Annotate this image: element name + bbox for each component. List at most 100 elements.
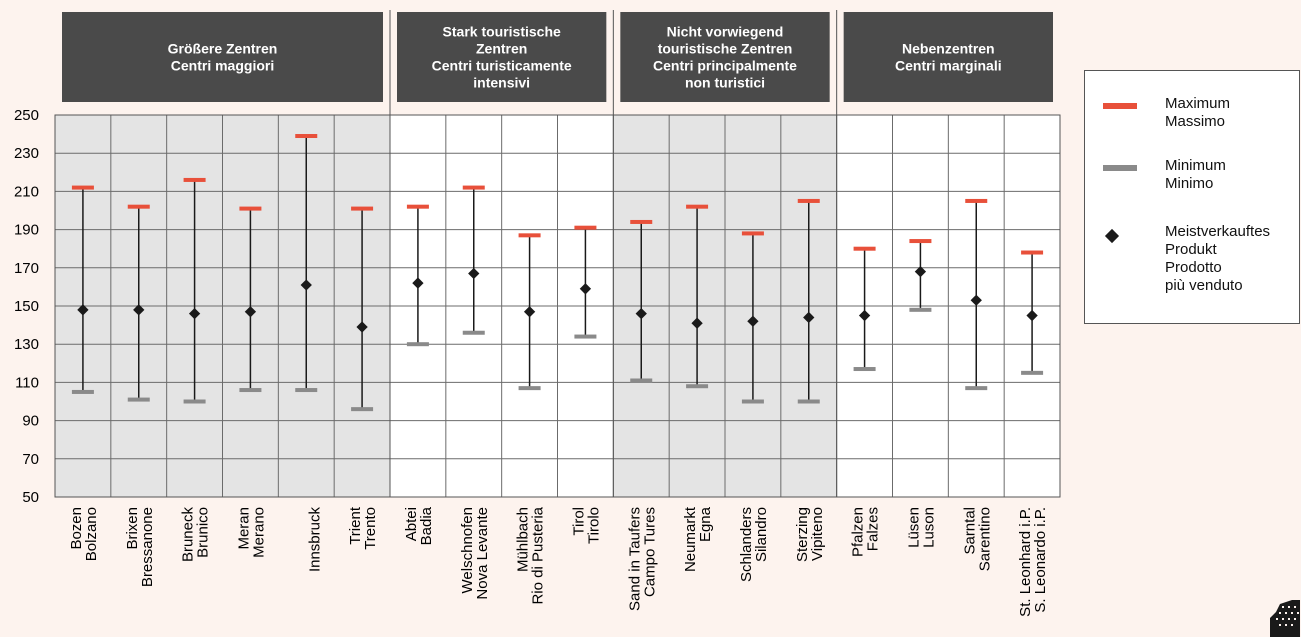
category-label: Trient [347, 506, 364, 545]
y-tick-label: 250 [14, 107, 39, 124]
category-label: Campo Tures [641, 507, 658, 597]
y-tick-label: 70 [22, 451, 39, 468]
category-label: Luson [920, 507, 937, 548]
y-tick-label: 190 [14, 222, 39, 239]
group-header-label: touristische Zentren [658, 41, 793, 57]
min-marker [1021, 370, 1044, 375]
category-label: St. Leonhard i.P. [1017, 507, 1034, 617]
min-marker-swatch [1103, 165, 1137, 171]
min-marker [351, 407, 374, 412]
group-header [843, 12, 1053, 102]
min-marker [462, 330, 485, 335]
category-label: Sarntal [961, 507, 978, 555]
max-marker [909, 239, 932, 244]
max-marker [183, 177, 206, 182]
diamond-icon [1104, 228, 1120, 244]
mode-marker [188, 307, 201, 320]
group-header-label: Nebenzentren [902, 41, 995, 57]
legend-mode-label-4: più venduto [1165, 277, 1243, 294]
mode-marker [356, 321, 368, 333]
y-tick-label: 170 [14, 260, 39, 277]
min-marker [909, 307, 932, 312]
min-marker [295, 388, 318, 393]
category-label: Tirolo [585, 507, 602, 544]
y-tick-label: 130 [14, 336, 39, 353]
category-label: Mühlbach [515, 507, 532, 572]
mode-marker [244, 306, 257, 318]
mode-marker [858, 309, 871, 322]
category-label: Meran [235, 507, 252, 550]
category-label: Egna [697, 506, 714, 542]
max-marker [853, 246, 876, 251]
legend-max-label-de: Maximum [1165, 95, 1231, 112]
logo-icon [1270, 600, 1300, 637]
category-label: Tirol [570, 507, 587, 536]
legend-mode-label-1: Meistverkauftes [1165, 223, 1271, 240]
mode-marker [691, 317, 703, 329]
group-header-label: Centri turisticamente [432, 58, 572, 74]
min-marker [741, 399, 764, 404]
group-header-label: Nicht vorwiegend [667, 24, 784, 40]
category-label: Vipiteno [809, 507, 826, 561]
category-label: Schlanders [738, 507, 755, 582]
group-header [397, 12, 607, 102]
mode-marker [579, 283, 592, 295]
min-marker [183, 399, 206, 404]
max-marker [686, 204, 709, 209]
max-marker [406, 204, 429, 209]
category-label: Bruneck [180, 507, 197, 563]
min-marker [406, 342, 429, 347]
max-marker [574, 225, 597, 230]
min-marker [71, 389, 94, 394]
max-marker [127, 204, 150, 209]
mode-marker [300, 279, 312, 291]
category-label: Sand in Taufers [626, 507, 643, 611]
y-tick-label: 50 [22, 489, 39, 506]
group-header-label: Centri principalmente [653, 58, 797, 74]
category-label: Innsbruck [306, 507, 323, 573]
max-marker [965, 198, 988, 203]
max-marker [1021, 250, 1044, 255]
legend-mode-label-2: Produkt [1165, 241, 1217, 258]
y-tick-label: 90 [22, 413, 39, 430]
max-marker [797, 198, 820, 203]
category-label: Rio di Pusteria [530, 506, 547, 604]
y-tick-label: 110 [15, 374, 39, 391]
mode-marker [970, 294, 982, 306]
y-tick-label: 150 [14, 298, 39, 315]
mode-marker [914, 265, 927, 278]
plot-border [54, 114, 1061, 498]
max-marker [71, 185, 94, 190]
category-label: Brunico [195, 507, 212, 558]
mode-marker [468, 267, 480, 280]
category-label: Neumarkt [682, 506, 699, 572]
category-label: Bressanone [139, 507, 156, 587]
legend-min-label-it: Minimo [1165, 175, 1214, 192]
category-label: Welschnofen [459, 507, 476, 593]
category-label: Pfalzen [850, 507, 867, 557]
max-marker [239, 206, 262, 211]
min-marker [630, 378, 653, 383]
max-marker [351, 206, 374, 211]
category-label: Falzes [865, 507, 882, 551]
min-marker [574, 334, 597, 339]
category-label: S. Leonardo i.P. [1032, 507, 1049, 613]
mode-marker [412, 277, 424, 289]
legend-min-label-de: Minimum [1165, 157, 1226, 174]
max-marker [462, 185, 485, 190]
min-marker [853, 367, 876, 372]
max-marker-swatch [1103, 103, 1137, 109]
category-label: Silandro [753, 507, 770, 562]
mode-marker [747, 315, 759, 327]
legend-mode-label-3: Prodotto [1165, 259, 1222, 276]
min-marker [127, 397, 150, 402]
group-header [620, 12, 830, 102]
group-header-label: Zentren [476, 41, 527, 57]
category-label: Badia [418, 506, 435, 545]
group-header-label: Centri marginali [895, 58, 1002, 74]
group-header-label: Größere Zentren [168, 41, 278, 57]
legend: Maximum Massimo Minimum Minimo Meistverk… [1084, 70, 1300, 324]
category-label: Sterzing [794, 507, 811, 562]
category-label: Lüsen [905, 507, 922, 548]
